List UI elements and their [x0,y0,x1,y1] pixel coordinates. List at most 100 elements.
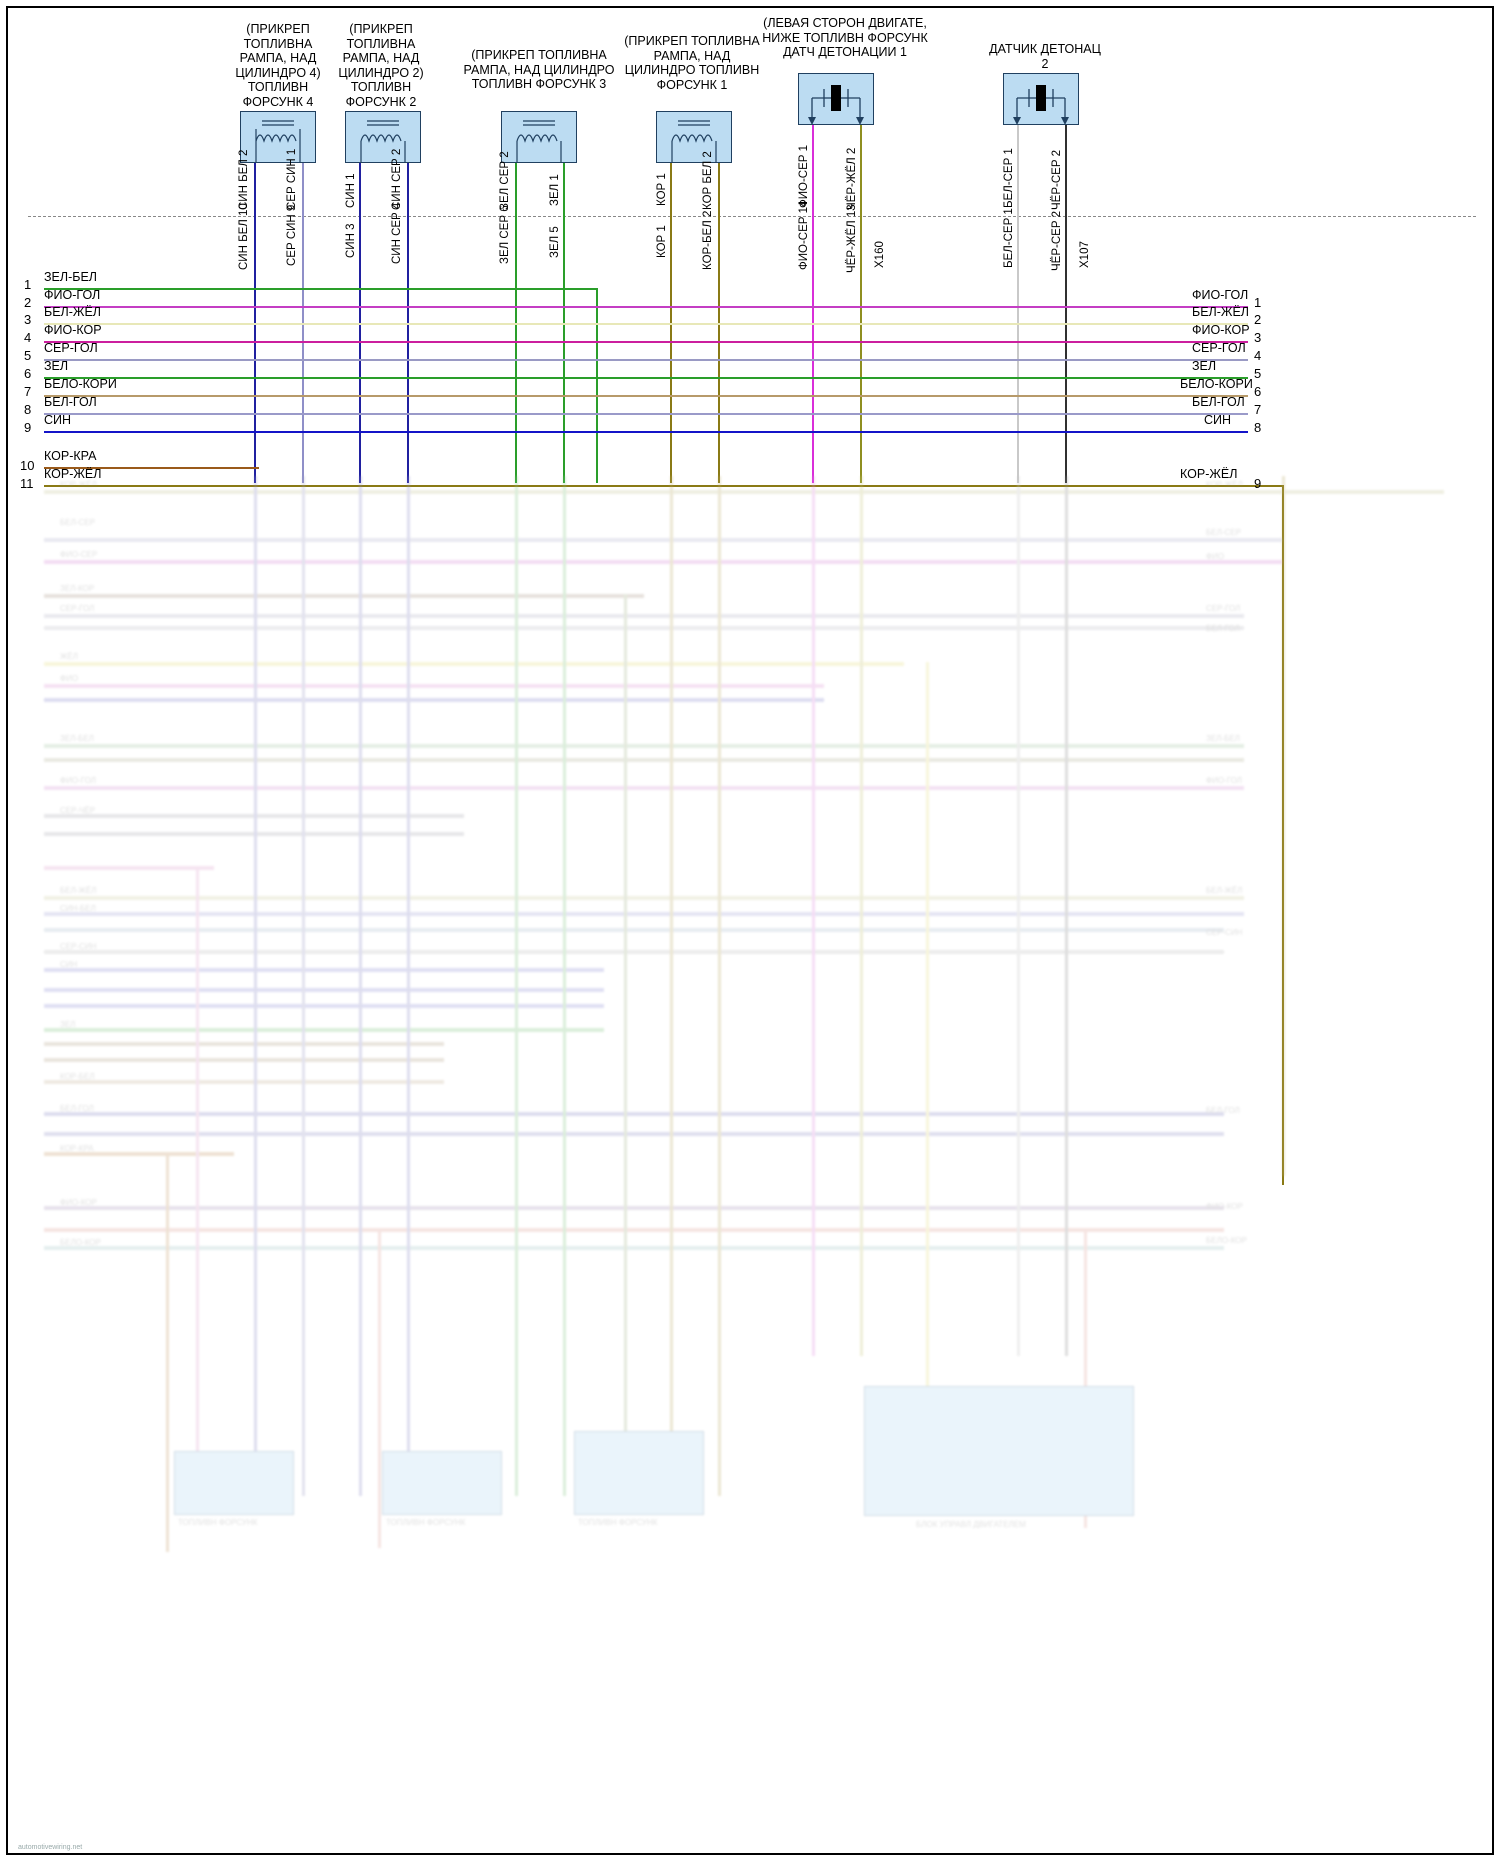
faded-riser [166,1152,169,1552]
faded-riser [563,476,566,1496]
pin-label-knock2-pin1-bottom: БЕЛ-СЕР 1 [1003,208,1015,268]
faded-wire-label: ЗЕЛ-БЕЛ [1206,734,1240,743]
connector-tag-x107: X107 [1079,241,1091,268]
row-number-right-9: 9 [1254,476,1262,491]
faded-riser [1282,476,1285,1176]
row-name-left-8: БЕЛ-ГОЛ [44,395,97,409]
faded-bus-line [44,1028,604,1032]
faded-wire-label: СЕР-СИН [1206,928,1243,937]
bus-line-9 [44,431,1248,434]
wire-label-inj4-pin2: СИН БЕЛ 2 [238,149,250,210]
row-name-left-1: ЗЕЛ-БЕЛ [44,270,97,284]
wire-label-inj3-pin2: ЗЕЛ СЕР 2 [499,151,511,210]
pin-label-inj4-pin1-bottom: СЕР СИН 9 [286,204,298,266]
pin-label-inj2-pin1-bottom: СИН 3 [345,223,357,258]
knock-sensor-2-piezo-icon [1013,85,1069,125]
faded-wire-label: ЗЕЛ [60,1020,76,1029]
faded-bus-line [44,594,644,598]
knock-sensor-1-piezo-icon [808,85,864,125]
faded-wire-label: ФИО-ГОЛ [1206,776,1242,785]
bus-riser-11 [1282,485,1285,1185]
faded-component-label: ТОПЛИВН ФОРСУНК [178,1518,258,1527]
row-name-left-2: ФИО-ГОЛ [44,288,101,302]
wire-label-knock1-pin1: ФИО-СЕР 1 [798,144,810,208]
faded-wire-label: ФИО-ГОЛ [60,776,96,785]
faded-wire-label: КОР-ЖЁЛ [1206,480,1243,489]
pin-label-knock2-pin2-bottom: ЧЁР-СЕР 2 [1051,210,1063,271]
faded-wire-label: БЕЛ-ГОЛ [1206,624,1240,633]
row-name-right-6: БЕЛО-КОРИ [1180,377,1253,391]
bus-riser-1 [596,288,599,483]
faded-riser [254,476,257,1496]
bus-line-3 [44,323,1248,326]
wire-label-inj3-pin1: ЗЕЛ 1 [549,174,561,206]
row-name-left-4: ФИО-КОР [44,323,102,337]
wire-label-inj1-pin1: КОР 1 [656,173,668,206]
pin-label-knock1-pin1-bottom: ФИО-СЕР 14 [798,200,810,270]
bus-line-7 [44,395,1248,398]
row-name-right-4: СЕР-ГОЛ [1192,341,1246,355]
bus-line-11 [44,485,1284,488]
faded-riser [860,476,863,1356]
faded-wire-label: БЕЛ-ЖЁЛ [1206,886,1243,895]
faded-riser [718,476,721,1496]
row-number-right-8: 8 [1254,420,1262,435]
wire-label-knock2-pin1: БЕЛ-СЕР 1 [1003,148,1015,208]
faded-bus-line [44,1228,1224,1232]
faded-wire-label: СЕР-ЧЁР [60,806,96,815]
faded-wire-label: ФИО [1206,552,1225,561]
faded-riser [1017,476,1020,1356]
pin-label-inj1-pin2-bottom: КОР-БЕЛ 2 [702,210,714,270]
component-label-inj2: (ПРИКРЕП ТОПЛИВНА РАМПА, НАД ЦИЛИНДРО 2)… [338,22,424,109]
injector-2-coil-icon [360,120,406,163]
row-number-left-10: 10 [20,458,35,473]
faded-wire-label: СЕР-СИН [60,942,97,951]
faded-bus-line [44,1112,1224,1116]
faded-wire-label: СЕР-ГОЛ [1206,604,1241,613]
faded-wire-label: ФИО [60,674,79,683]
row-number-left-7: 7 [24,384,32,399]
pin-label-inj3-pin2-bottom: ЗЕЛ СЕР 6 [499,205,511,264]
faded-wire-label: БЕЛ-СЕР [60,518,95,527]
bus-line-2 [44,306,1248,309]
bus-line-6 [44,377,1248,380]
row-number-left-11: 11 [20,476,34,491]
faded-bus-line [44,912,1244,916]
row-name-right-5: ЗЕЛ [1192,359,1217,373]
faded-wire-label: ЗЕЛ-КОР [60,584,95,593]
faded-wire-label: КОР-КРА [60,1144,94,1153]
faded-riser [196,866,199,1466]
component-label-inj4: (ПРИКРЕП ТОПЛИВНА РАМПА, НАД ЦИЛИНДРО 4)… [235,22,321,109]
faded-bus-line [44,560,1284,564]
row-name-right-8: СИН [1204,413,1232,427]
pin-label-inj4-bottom: СИН БЕЛ 10 [238,203,250,270]
row-name-left-11: КОР-ЖЁЛ [44,467,102,481]
faded-bus-line [44,1132,1224,1136]
row-number-right-2: 2 [1254,312,1262,327]
bus-line-8 [44,413,1248,416]
diagram-sheet: (ПРИКРЕП ТОПЛИВНА РАМПА, НАД ЦИЛИНДРО 4)… [6,6,1494,1855]
row-number-right-3: 3 [1254,330,1262,345]
faded-wire-label: БЕЛ-ЖЁЛ [60,886,97,895]
injector-3-coil-icon [516,120,562,163]
faded-wire-label: ЗЕЛ-БЕЛ [60,734,94,743]
faded-wire-label: БЕЛ-СЕР [1206,528,1241,537]
faded-bus-line [44,786,1244,790]
faded-component-box [174,1451,294,1515]
wire-label-inj2-pin1: СИН 1 [345,173,357,208]
faded-bus-line [44,814,464,818]
faded-riser [302,476,305,1496]
wire-knock1-pin1 [812,125,815,483]
row-name-right-7: БЕЛ-ГОЛ [1192,395,1245,409]
bus-line-1 [44,288,598,291]
row-number-left-3: 3 [24,312,32,327]
row-number-left-2: 2 [24,295,32,310]
faded-bus-line [44,662,904,666]
wire-label-inj2-pin2: СИН СЕР 2 [391,148,403,210]
faded-bus-line [44,866,214,870]
faded-wire-label: КОР-ЖЁЛ [60,480,97,489]
faded-wire-label: СЕР-ГОЛ [60,604,95,613]
pin-label-knock1-pin2-bottom: ЧЁР-ЖЁЛ 13 [846,204,858,273]
component-label-inj3: (ПРИКРЕП ТОПЛИВНА РАМПА, НАД ЦИЛИНДРО ТО… [463,48,615,91]
